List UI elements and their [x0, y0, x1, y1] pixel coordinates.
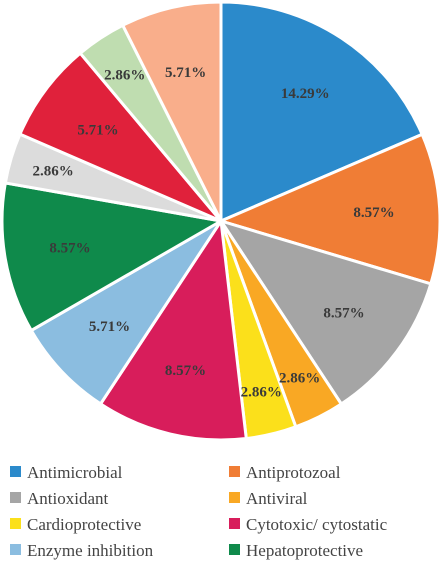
- legend-label: Hepatoprotective: [246, 541, 363, 560]
- legend-label: Cytotoxic/ cytostatic: [246, 515, 388, 534]
- slice-value-label: 5.71%: [165, 65, 206, 81]
- legend-label: Cardioprotective: [27, 515, 141, 534]
- pie-slice: [219, 0, 425, 224]
- pie-slice: [29, 219, 223, 406]
- legend-label: Antimicrobial: [27, 463, 123, 482]
- legend-label: Antiprotozoal: [246, 463, 341, 482]
- slice-value-label: 5.71%: [89, 319, 130, 335]
- legend-swatch: [10, 544, 21, 555]
- legend-label: Antiviral: [246, 489, 308, 508]
- slice-value-label: 8.57%: [165, 363, 206, 379]
- pie-slice: [217, 218, 433, 407]
- pie-slice: [216, 132, 442, 286]
- legend-label: Enzyme inhibition: [27, 541, 154, 560]
- legend-swatch: [10, 518, 21, 529]
- legend-swatch: [10, 466, 21, 477]
- slice-value-label: 2.86%: [104, 68, 145, 84]
- legend-label: Antioxidant: [27, 489, 108, 508]
- slice-value-label: 14.29%: [281, 86, 330, 102]
- legend-swatch: [229, 518, 240, 529]
- legend-swatch: [229, 544, 240, 555]
- legend-swatch: [10, 492, 21, 503]
- pie-slice: [98, 216, 248, 442]
- slice-value-label: 5.71%: [77, 122, 118, 138]
- slice-value-label: 8.57%: [323, 306, 364, 322]
- legend-swatch: [229, 466, 240, 477]
- pie-slice: [17, 51, 223, 223]
- slice-value-label: 2.86%: [33, 164, 74, 180]
- legend-swatch: [229, 492, 240, 503]
- slice-value-label: 8.57%: [353, 205, 394, 221]
- slice-value-label: 8.57%: [49, 241, 90, 257]
- slice-value-label: 2.86%: [241, 385, 282, 401]
- pie-slices: [0, 0, 442, 442]
- slice-value-labels: 14.29%8.57%8.57%2.86%2.86%8.57%5.71%8.57…: [33, 65, 395, 401]
- slice-value-label: 2.86%: [279, 371, 320, 387]
- pie-slice: [0, 181, 226, 333]
- legend: Antimicrobial Antiprotozoal Antioxidant Ant…: [10, 463, 388, 560]
- pie-slice: [120, 0, 223, 222]
